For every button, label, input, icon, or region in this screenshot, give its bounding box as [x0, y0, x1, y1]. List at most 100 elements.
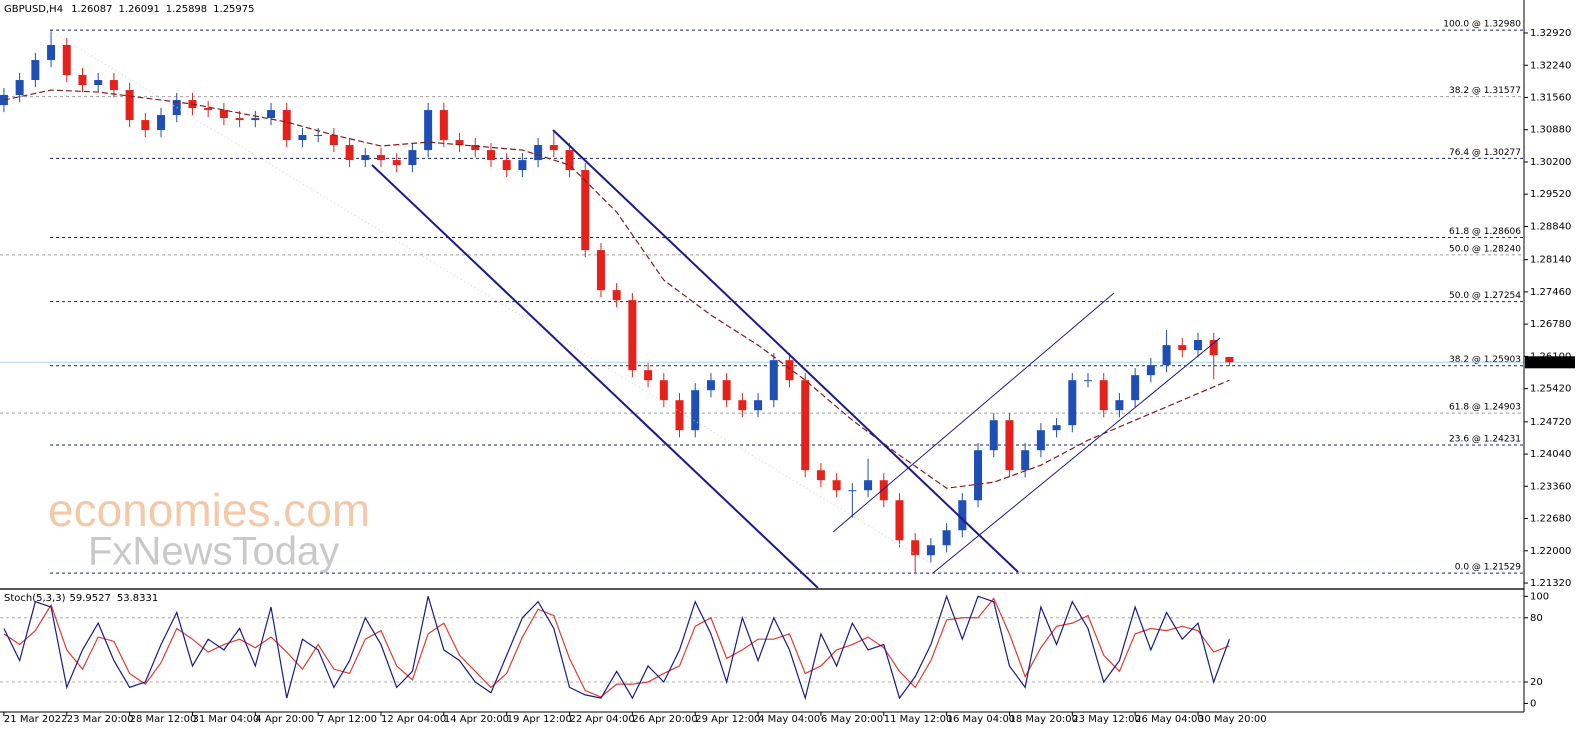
candle-body: [596, 250, 605, 291]
candle-body: [801, 380, 810, 471]
indicator-name: Stoch(5,3,3): [4, 593, 66, 604]
x-tick-label: 29 Apr 12:00: [695, 714, 760, 725]
fib-label: 76.4 @ 1.30277: [1449, 148, 1521, 158]
y-tick-label: 1.28140: [1530, 255, 1571, 266]
y-tick-label: 1.30880: [1530, 125, 1571, 136]
candle-body: [1146, 365, 1155, 376]
candle-body: [895, 500, 904, 541]
candle-body: [879, 480, 888, 501]
y-tick-label: 1.23360: [1530, 481, 1571, 492]
x-tick-label: 28 Mar 12:00: [130, 714, 197, 725]
x-tick-label: 26 Apr 20:00: [632, 714, 697, 725]
fib-label: 38.2 @ 1.31577: [1449, 86, 1521, 96]
candle-body: [377, 155, 385, 161]
x-tick-label: 11 May 12:00: [884, 714, 953, 725]
candle-body: [549, 145, 558, 151]
x-tick-label: 30 May 20:00: [1198, 714, 1267, 725]
candle-body: [455, 140, 464, 146]
current-price-label: 1.25975: [1528, 357, 1569, 368]
candle-body: [1131, 375, 1140, 401]
candle-body: [1225, 356, 1234, 363]
candle-body: [424, 110, 433, 151]
candle-body: [974, 450, 983, 501]
y-tick-label: 1.30200: [1530, 157, 1571, 168]
symbol: GBPUSD,H4: [4, 4, 63, 15]
fib-label: 50.0 @ 1.27254: [1449, 291, 1521, 301]
candle-body: [47, 45, 56, 61]
stoch-line: [3, 594, 1230, 701]
candle-body: [565, 150, 574, 171]
x-tick-label: 19 Apr 12:00: [507, 714, 572, 725]
price-pane: 1.32920 1.32240 1.31560 1.30880 1.30200 1.295…: [0, 20, 1575, 589]
y-tick-label: 80: [1530, 613, 1543, 624]
fib-label: 61.8 @ 1.24903: [1449, 403, 1521, 413]
candle-body: [109, 80, 118, 91]
candle-body: [361, 155, 370, 161]
candle-body: [1005, 420, 1014, 471]
candle-body: [691, 390, 700, 431]
candle-body: [15, 80, 24, 96]
y-tick-label: 1.31560: [1530, 92, 1571, 103]
candle-body: [926, 545, 935, 556]
fib-label: 100.0 @ 1.32980: [1443, 20, 1521, 30]
x-tick-label: 4 May 04:00: [758, 714, 820, 725]
candle-body: [62, 45, 71, 76]
candle-body: [1021, 450, 1030, 471]
y-tick-label: 1.26780: [1530, 319, 1571, 330]
x-tick-label: 31 Mar 04:00: [192, 714, 259, 725]
main-value: 59.9527: [69, 593, 110, 604]
candle-body: [392, 160, 401, 166]
fib-label: 61.8 @ 1.28606: [1449, 227, 1521, 237]
candle-body: [1209, 340, 1218, 356]
y-tick-label: 100: [1530, 591, 1549, 602]
candle-body: [408, 150, 417, 166]
x-tick-label: 6 May 20:00: [821, 714, 883, 725]
candle-body: [612, 290, 621, 301]
candle-body: [769, 360, 778, 401]
fib-label: 38.2 @ 1.25903: [1449, 355, 1521, 365]
x-tick-label: 26 May 04:00: [1135, 714, 1204, 725]
header: GBPUSD,H4 1.26087 1.26091 1.25898 1.25975: [4, 4, 255, 15]
candle-body: [989, 420, 998, 451]
candle-body: [31, 60, 40, 81]
open-value: 1.26087: [71, 4, 112, 15]
watermark: FxNewsToday: [88, 530, 339, 574]
trend-lines: [49, 30, 1221, 589]
candle-body: [78, 75, 87, 86]
candle-body: [141, 120, 150, 131]
candle-body: [1099, 380, 1108, 411]
channel-line: [932, 337, 1221, 574]
x-tick-label: 14 Apr 20:00: [444, 714, 509, 725]
y-tick-label: 0: [1530, 698, 1536, 709]
candle-body: [219, 110, 228, 119]
y-tick-label: 1.25420: [1530, 384, 1571, 395]
y-tick-label: 1.32920: [1530, 28, 1571, 39]
x-tick-label: 21 Mar 2022: [4, 714, 67, 725]
stoch-header: Stoch(5,3,3) 59.9527 53.8331: [4, 593, 158, 604]
candle-body: [157, 115, 166, 131]
candle-body: [911, 540, 920, 556]
signal-value: 53.8331: [117, 593, 158, 604]
candle-body: [345, 145, 354, 161]
high-value: 1.26091: [118, 4, 159, 15]
candle-body: [581, 170, 590, 251]
candle-body: [314, 135, 323, 137]
x-tick-label: 4 Apr 20:00: [255, 714, 314, 725]
moving-average: [3, 89, 1230, 489]
y-tick-label: 1.32240: [1530, 60, 1571, 71]
stoch-line: [3, 597, 1230, 698]
candle-body: [267, 110, 276, 119]
fib-label: 23.6 @ 1.24231: [1449, 434, 1521, 444]
x-tick-label: 12 Apr 04:00: [381, 714, 446, 725]
candle-body: [659, 380, 668, 401]
candle-body: [722, 380, 731, 401]
candle-body: [785, 360, 794, 381]
candle-body: [502, 160, 511, 171]
x-tick-label: 7 Apr 12:00: [318, 714, 377, 725]
candle-body: [204, 108, 213, 111]
candle-body: [298, 135, 307, 141]
low-value: 1.25898: [166, 4, 207, 15]
